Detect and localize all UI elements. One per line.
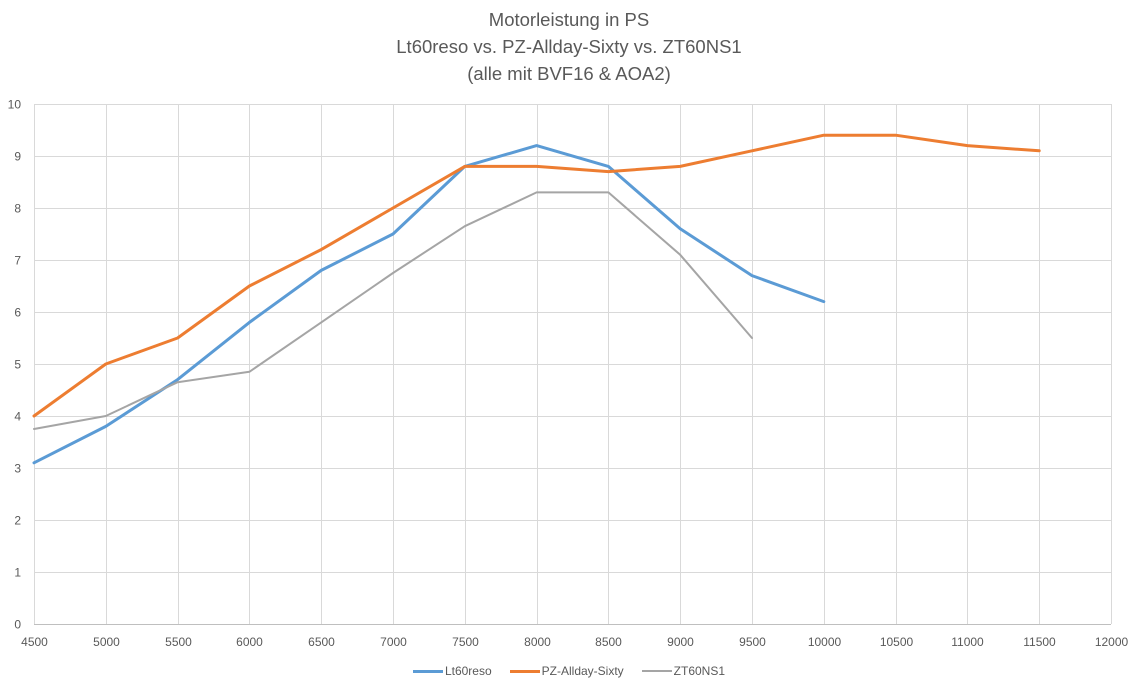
y-tick-label: 10 [8, 98, 22, 112]
y-tick-label: 8 [14, 202, 21, 216]
legend-item-pz-allday-sixty: PZ-Allday-Sixty [509, 664, 624, 678]
legend-item-lt60reso: Lt60reso [412, 664, 492, 678]
legend-swatch-zt60ns1 [641, 670, 672, 672]
series-line-zt60ns1 [33, 191, 753, 430]
legend-label-pz-allday-sixty: PZ-Allday-Sixty [541, 664, 624, 678]
x-tick-label: 9000 [667, 635, 694, 649]
x-tick-label: 7500 [452, 635, 479, 649]
x-tick-label: 11500 [1023, 635, 1056, 649]
y-tick-label: 1 [14, 566, 21, 580]
legend-swatch-pz-allday-sixty [509, 669, 540, 673]
x-axis-ticks: 4500 5000 5500 6000 6500 7000 7500 8000 8500 9000… [21, 635, 1128, 649]
chart-subtitle-line-2: (alle mit BVF16 & AOA2) [467, 63, 671, 84]
legend-item-zt60ns1: ZT60NS1 [641, 664, 726, 678]
series-lines [32, 133, 1041, 465]
x-tick-label: 10000 [808, 635, 842, 649]
legend-swatch-lt60reso [412, 669, 443, 673]
y-tick-label: 9 [14, 150, 21, 164]
x-tick-label: 6000 [236, 635, 263, 649]
x-tick-label: 10500 [880, 635, 914, 649]
y-tick-label: 2 [14, 514, 21, 528]
x-tick-label: 11000 [951, 635, 984, 649]
series-line-lt60reso [32, 144, 826, 465]
series-line-pz-allday-sixty [32, 133, 1041, 418]
x-tick-label: 8500 [595, 635, 622, 649]
y-tick-label: 7 [14, 254, 21, 268]
chart-title: Motorleistung in PS [488, 9, 650, 30]
chart-subtitle-line-1: Lt60reso vs. PZ-Allday-Sixty vs. ZT60NS1 [396, 36, 742, 57]
legend-label-lt60reso: Lt60reso [444, 664, 492, 678]
x-tick-label: 7000 [380, 635, 407, 649]
y-tick-label: 6 [14, 306, 21, 320]
y-tick-label: 0 [14, 618, 21, 632]
legend-label-zt60ns1: ZT60NS1 [673, 664, 726, 678]
x-tick-label: 12000 [1095, 635, 1129, 649]
y-tick-label: 5 [14, 358, 21, 372]
y-axis-ticks: 0 1 2 3 4 5 6 7 8 9 10 [8, 98, 22, 632]
chart-title-block: Motorleistung in PS Lt60reso vs. PZ-Alld… [0, 6, 1138, 87]
x-tick-label: 4500 [21, 635, 48, 649]
legend: Lt60reso PZ-Allday-Sixty ZT60NS1 [0, 664, 1138, 678]
x-tick-label: 8000 [524, 635, 551, 649]
y-tick-label: 3 [14, 462, 21, 476]
x-tick-label: 6500 [308, 635, 335, 649]
x-tick-label: 5000 [93, 635, 120, 649]
y-tick-label: 4 [14, 410, 21, 424]
x-tick-label: 9500 [739, 635, 766, 649]
x-tick-label: 5500 [165, 635, 192, 649]
